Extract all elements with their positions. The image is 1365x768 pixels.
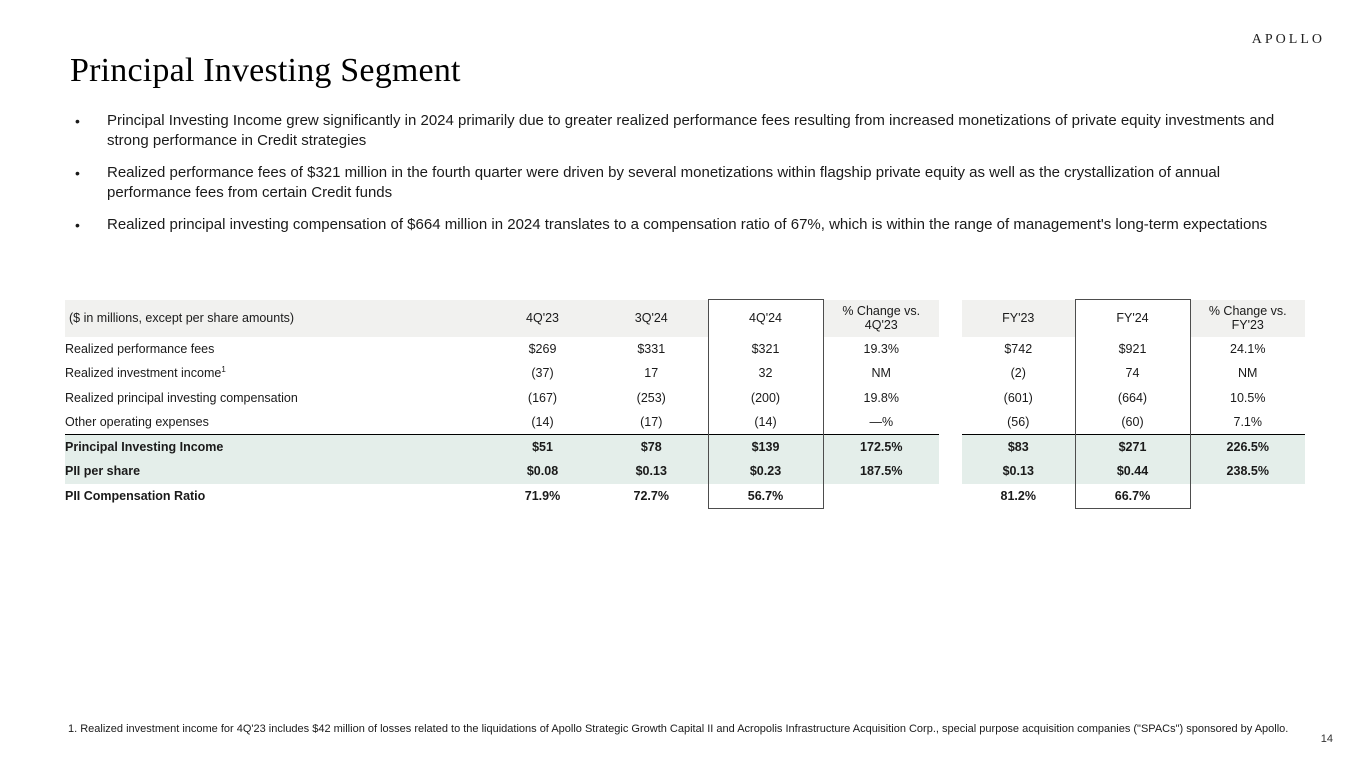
table-body: Realized performance fees $269 $331 $321 19.… [65,336,1305,509]
cell-value [1190,484,1305,509]
cell-value: 74 [1074,361,1191,386]
cell-value: (17) [640,415,663,429]
column-gap [939,361,962,386]
bullet-item: • Realized performance fees of $321 mill… [75,163,1303,203]
cell-value: 19.3% [863,341,899,356]
row-label: Principal Investing Income [65,434,490,459]
bullet-text: Realized performance fees of $321 millio… [107,164,1221,201]
cell-value: 72.7% [633,488,669,503]
bullet-marker: • [75,165,80,181]
column-gap [939,410,962,435]
page-number: 14 [1320,733,1333,745]
cell-value: (200) [707,385,824,410]
column-header-4q23: 4Q'23 [490,299,595,337]
cell-value: (2) [1010,366,1026,381]
table-row: Realized performance fees $269 $331 $321 19.… [65,336,1305,361]
footnote-ref: 1 [221,365,226,375]
bullet-marker: • [75,217,80,233]
cell-value: 66.7% [1074,483,1191,509]
row-label: PII per share [65,459,490,484]
cell-value: $139 [707,434,824,459]
cell-value: $742 [1004,341,1033,356]
cell-value: 226.5% [1190,434,1305,459]
cell-value: 10.5% [1230,390,1266,405]
cell-value: (601) [1003,390,1033,405]
cell-value: NM [871,366,891,381]
column-gap [939,434,962,459]
cell-value: (664) [1074,385,1191,410]
cell-value: (56) [1007,415,1030,429]
column-header-fy24: FY'24 [1074,299,1191,337]
cell-value: 81.2% [1000,488,1036,503]
column-gap [939,299,962,337]
cell-value: 172.5% [823,434,939,459]
cell-value: $0.08 [490,459,595,484]
cell-value: $0.13 [595,459,708,484]
cell-value: $83 [962,434,1075,459]
cell-value: (167) [527,390,558,405]
table-row: Realized principal investing compensatio… [65,385,1305,410]
footnote-text: 1. Realized investment income for 4Q'23 … [68,723,1289,735]
table-row: PII per share $0.08 $0.13 $0.23 187.5% $0.13 $… [65,459,1305,484]
page-title: Principal Investing Segment [70,52,461,89]
cell-value: (14) [707,410,824,435]
cell-value [823,484,939,509]
column-header-fy23: FY'23 [962,299,1075,337]
cell-value: $78 [595,434,708,459]
column-gap [939,336,962,361]
cell-value: (14) [531,415,554,429]
cell-value: $0.13 [962,459,1075,484]
cell-value: 24.1% [1230,341,1266,356]
cell-value: 187.5% [823,459,939,484]
cell-value: $321 [707,336,824,361]
cell-value: $331 [637,341,666,356]
column-gap [939,483,962,508]
cell-value: NM [1238,366,1258,381]
cell-value: $0.23 [707,459,824,484]
column-header-4q24: 4Q'24 [707,299,824,337]
table-row: PII Compensation Ratio 71.9% 72.7% 56.7% 81.… [65,483,1305,509]
cell-value: 56.7% [707,483,824,509]
cell-value: $921 [1074,336,1191,361]
cell-value: $271 [1074,434,1191,459]
cell-value: 7.1% [1233,415,1263,429]
cell-value: —% [869,415,894,429]
cell-value: 238.5% [1190,459,1305,484]
cell-value: (253) [636,390,666,405]
table-row: Other operating expenses (14) (17) (14) —% (5… [65,410,1305,435]
cell-value: 71.9% [524,488,561,503]
apollo-logo: APOLLO [1251,32,1325,47]
cell-value: (37) [531,366,554,381]
row-label: Realized performance fees [65,341,215,356]
table-row: Principal Investing Income $51 $78 $139 172.… [65,434,1305,459]
table-row: Realized investment income1 (37) 17 32 NM (2)… [65,361,1305,386]
row-label: Realized investment income1 [65,365,226,381]
row-label: Realized principal investing compensatio… [65,390,298,405]
bullet-text: Realized principal investing compensatio… [107,216,1268,233]
table-header-row: ($ in millions, except per share amounts… [65,299,1305,337]
cell-value: (60) [1074,410,1191,435]
column-header-chg-fy23: % Change vs. FY'23 [1190,299,1305,337]
column-header-chg-4q23: % Change vs. 4Q'23 [823,299,939,337]
cell-value: 32 [707,361,824,386]
column-gap [939,459,962,484]
bullet-marker: • [75,113,80,129]
row-label: Other operating expenses [65,415,209,429]
financials-table: ($ in millions, except per share amounts… [65,299,1305,509]
bullet-text: Principal Investing Income grew signific… [107,112,1275,149]
table-caption-cell: ($ in millions, except per share amounts… [65,299,490,337]
cell-value: 17 [644,366,659,381]
cell-value: $0.44 [1074,459,1191,484]
bullet-item: • Realized principal investing compensat… [75,215,1303,235]
bullet-item: • Principal Investing Income grew signif… [75,111,1303,151]
cell-value: $269 [528,341,557,356]
financials-table-container: ($ in millions, except per share amounts… [65,299,1305,509]
bullet-list: • Principal Investing Income grew signif… [75,111,1303,247]
row-label: PII Compensation Ratio [65,488,206,503]
cell-value: 19.8% [863,390,899,405]
column-header-3q24: 3Q'24 [595,299,708,337]
column-gap [939,385,962,410]
cell-value: $51 [490,434,595,459]
